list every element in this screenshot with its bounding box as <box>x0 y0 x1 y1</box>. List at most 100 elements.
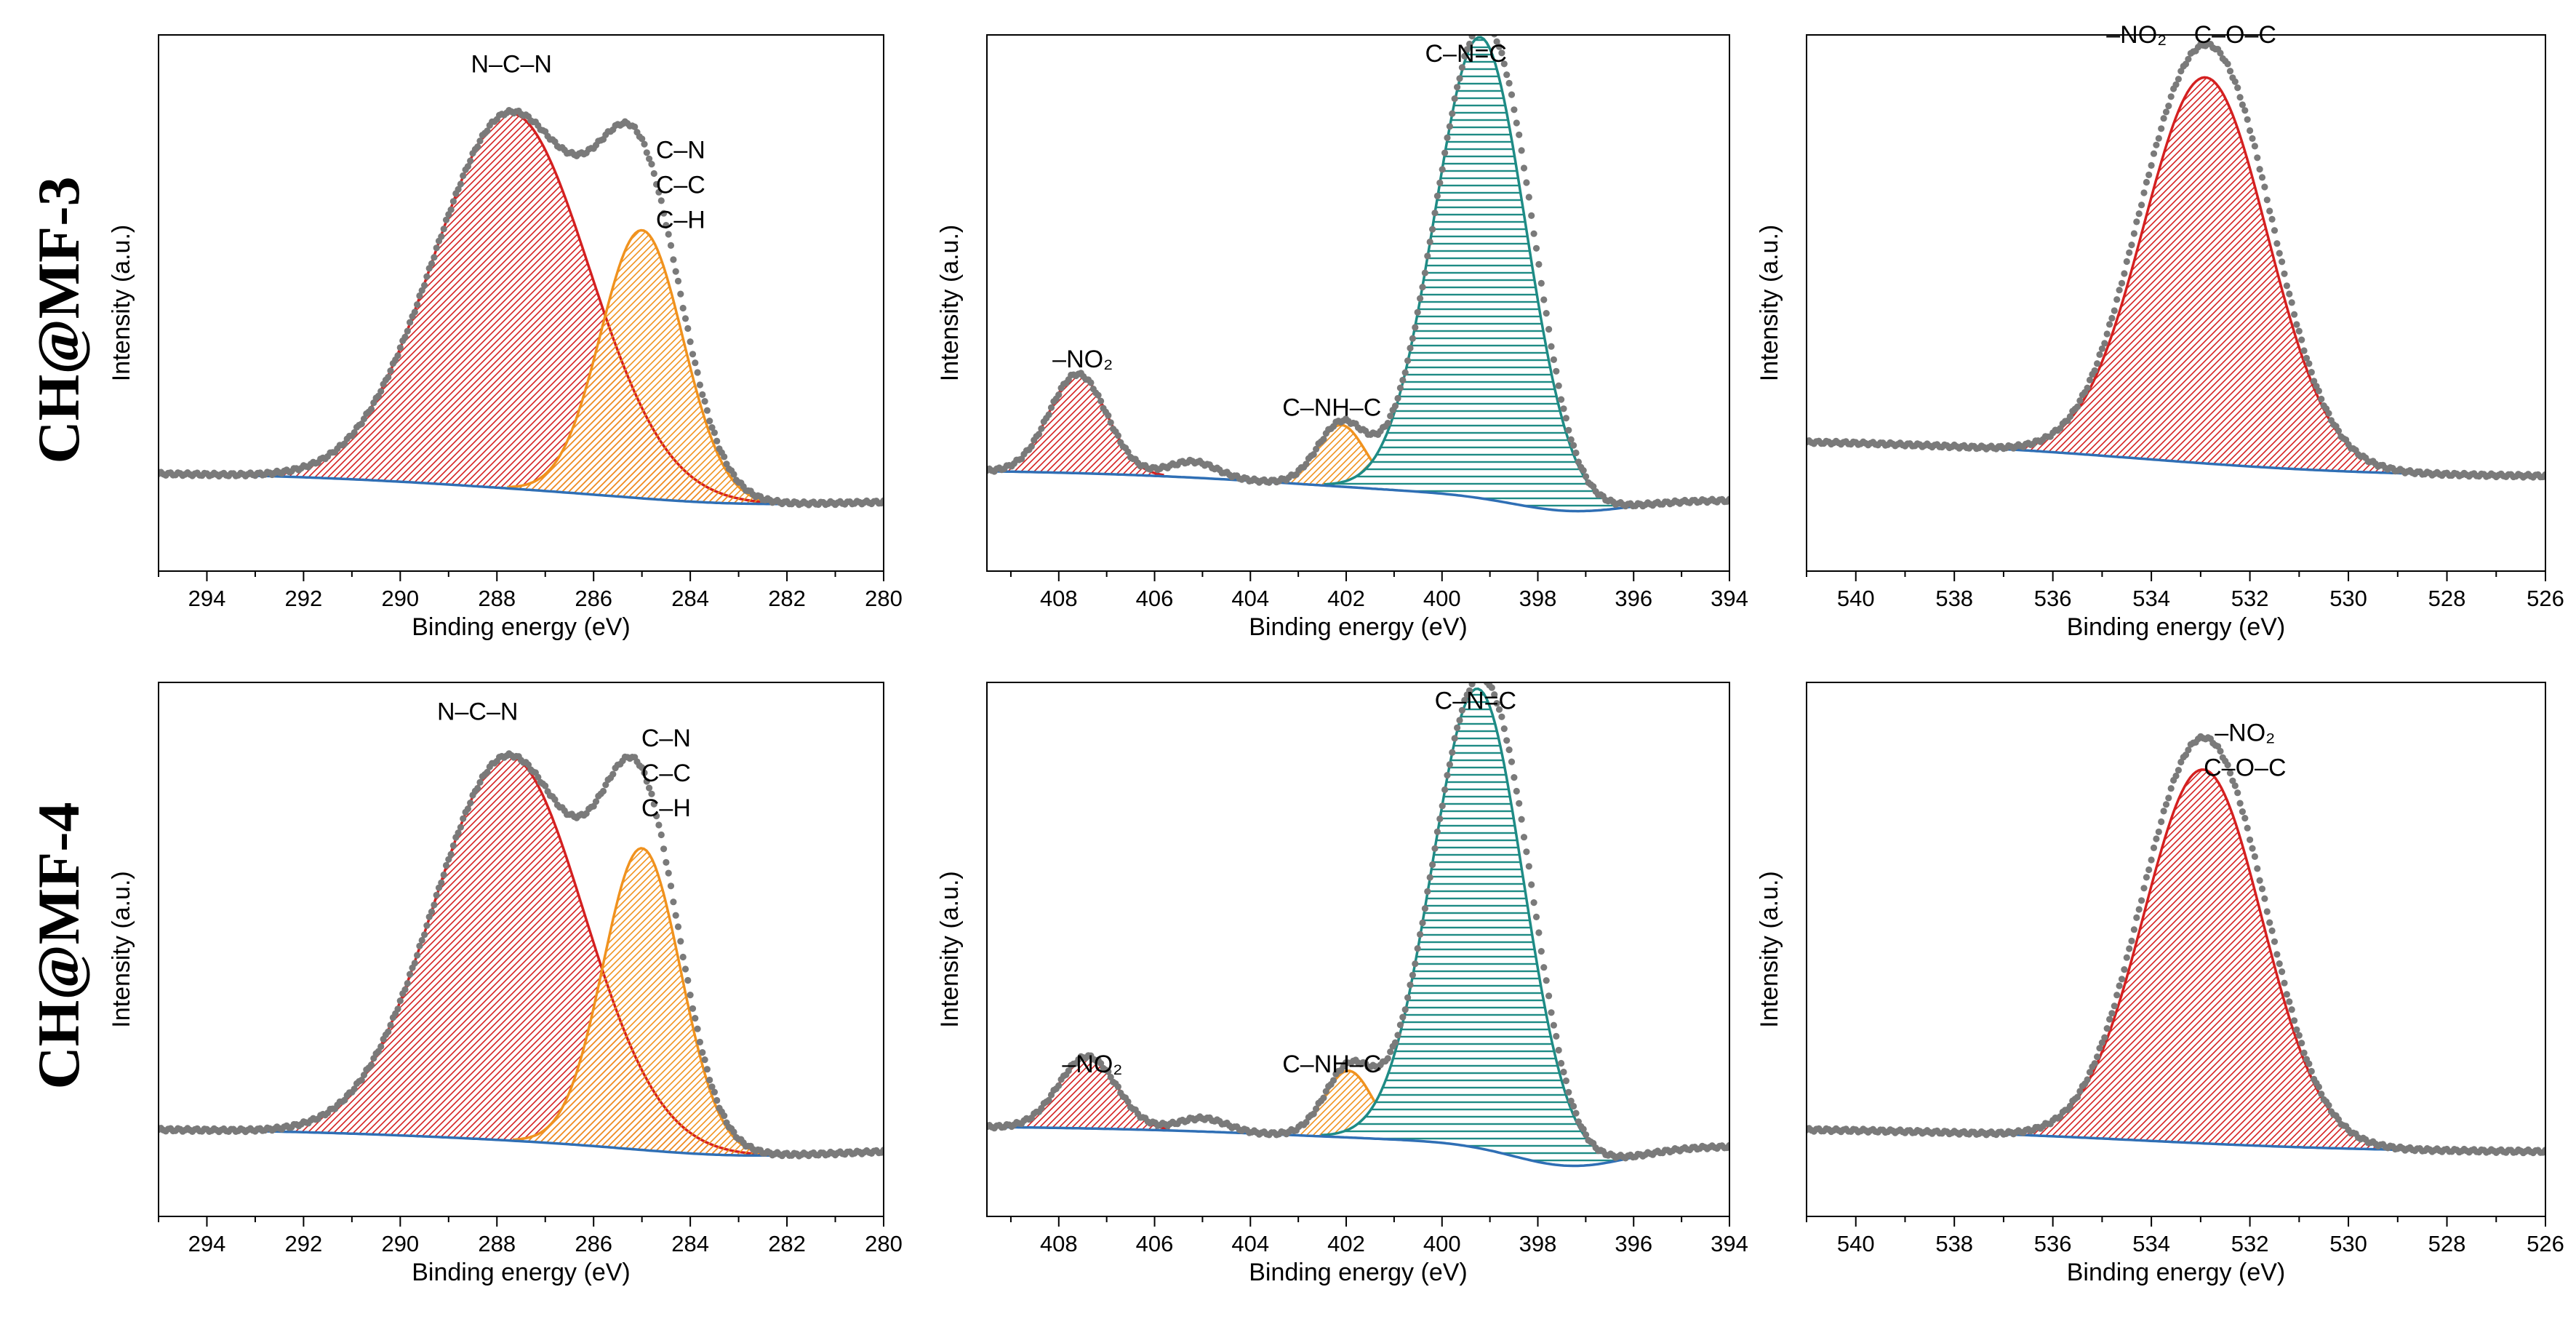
data-point <box>2300 347 2308 354</box>
data-point <box>2153 835 2160 842</box>
data-point <box>2160 808 2167 815</box>
data-point <box>1419 919 1426 927</box>
data-point <box>394 352 401 359</box>
peak-annotations: –NO₂ C–NH–C C–N=C <box>1052 40 1507 421</box>
x-tick-label: 394 <box>1711 1231 1748 1256</box>
data-point <box>1038 425 1045 432</box>
data-point <box>442 861 450 869</box>
data-point <box>1508 91 1516 98</box>
data-point <box>2073 1093 2081 1101</box>
data-point <box>2158 125 2165 132</box>
data-point <box>1545 326 1553 333</box>
data-point <box>1391 1039 1399 1046</box>
data-point <box>2241 815 2249 822</box>
data-point <box>1548 1009 1555 1016</box>
data-point <box>1532 244 1540 252</box>
data-point <box>2273 951 2281 958</box>
x-tick-label: 290 <box>381 1231 419 1256</box>
data-point <box>351 429 358 437</box>
data-point <box>385 373 392 381</box>
data-point <box>1572 449 1580 457</box>
data-point <box>2236 94 2244 101</box>
y-axis-label: Intensity (a.u.) <box>108 225 135 381</box>
data-point <box>1449 110 1456 117</box>
data-point <box>1394 1032 1401 1039</box>
x-tick-label: 282 <box>768 1231 806 1256</box>
data-point <box>1436 815 1444 823</box>
data-point <box>438 233 445 240</box>
x-tick-label: 532 <box>2231 1231 2269 1256</box>
data-point <box>360 1072 368 1079</box>
data-point <box>1396 384 1404 391</box>
data-point <box>1530 899 1537 906</box>
x-tick-label: 288 <box>478 1231 516 1256</box>
data-point <box>1523 179 1530 186</box>
data-point <box>706 1076 713 1084</box>
data-point <box>1097 1060 1105 1067</box>
data-point <box>2263 908 2271 915</box>
data-point <box>2239 808 2246 816</box>
data-point <box>1409 971 1416 979</box>
data-point <box>2261 895 2268 902</box>
x-tick-label: 402 <box>1327 1231 1365 1256</box>
data-point <box>646 784 653 792</box>
data-point <box>672 268 679 275</box>
data-point <box>2279 258 2286 266</box>
data-point <box>2268 215 2276 223</box>
data-point <box>721 453 728 461</box>
data-point <box>1320 436 1327 443</box>
experimental-data <box>1807 40 2545 481</box>
x-tick-label: 288 <box>478 586 516 611</box>
peak-label: C–N=C <box>1435 688 1516 715</box>
x-tick-label: 538 <box>1935 586 1973 611</box>
data-point <box>641 769 648 776</box>
data-point <box>2542 1147 2545 1154</box>
peak-fill-2 <box>1324 37 1639 511</box>
data-point <box>1495 706 1503 713</box>
x-tick-label: 400 <box>1423 1231 1461 1256</box>
data-point <box>1535 929 1543 936</box>
data-point <box>660 210 668 217</box>
data-point <box>2286 998 2293 1005</box>
data-point <box>1463 46 1471 53</box>
data-point <box>1516 131 1523 138</box>
x-tick-label: 396 <box>1615 1231 1652 1256</box>
data-point <box>2155 828 2162 835</box>
data-point <box>367 1061 375 1069</box>
x-axis-label: Binding energy (eV) <box>1249 1259 1468 1286</box>
data-point <box>1726 1141 1729 1149</box>
data-point <box>1473 25 1480 32</box>
data-point <box>1500 60 1508 68</box>
charts: 294 292 290 288 286 284 282 280 Binding energy (… <box>108 21 2564 1286</box>
data-point <box>672 912 679 919</box>
data-point <box>713 1096 721 1104</box>
data-point <box>1486 24 1492 31</box>
data-point <box>1035 431 1043 438</box>
peak-label: –NO₂ <box>1052 346 1113 373</box>
y-axis-label: Intensity (a.u.) <box>108 871 135 1027</box>
data-point <box>2108 314 2116 322</box>
data-point <box>1429 226 1436 233</box>
data-point <box>1412 324 1419 331</box>
data-point <box>708 424 716 431</box>
data-point <box>431 254 438 261</box>
data-point <box>1444 134 1451 141</box>
data-point <box>684 976 692 984</box>
data-point <box>1439 802 1446 810</box>
data-point <box>2261 183 2268 191</box>
data-point <box>2162 108 2170 116</box>
data-point <box>2126 945 2133 952</box>
data-point <box>1565 426 1572 434</box>
data-point <box>2224 761 2231 769</box>
data-point <box>425 913 433 920</box>
data-point <box>2135 906 2143 913</box>
data-point <box>667 882 675 890</box>
data-point <box>721 1112 728 1120</box>
data-point <box>1513 119 1520 127</box>
data-point <box>1055 391 1063 399</box>
data-point <box>423 922 431 929</box>
data-point <box>2234 789 2241 797</box>
peak-label: C–O–C <box>2204 754 2286 782</box>
x-tick-label: 526 <box>2527 1231 2564 1256</box>
